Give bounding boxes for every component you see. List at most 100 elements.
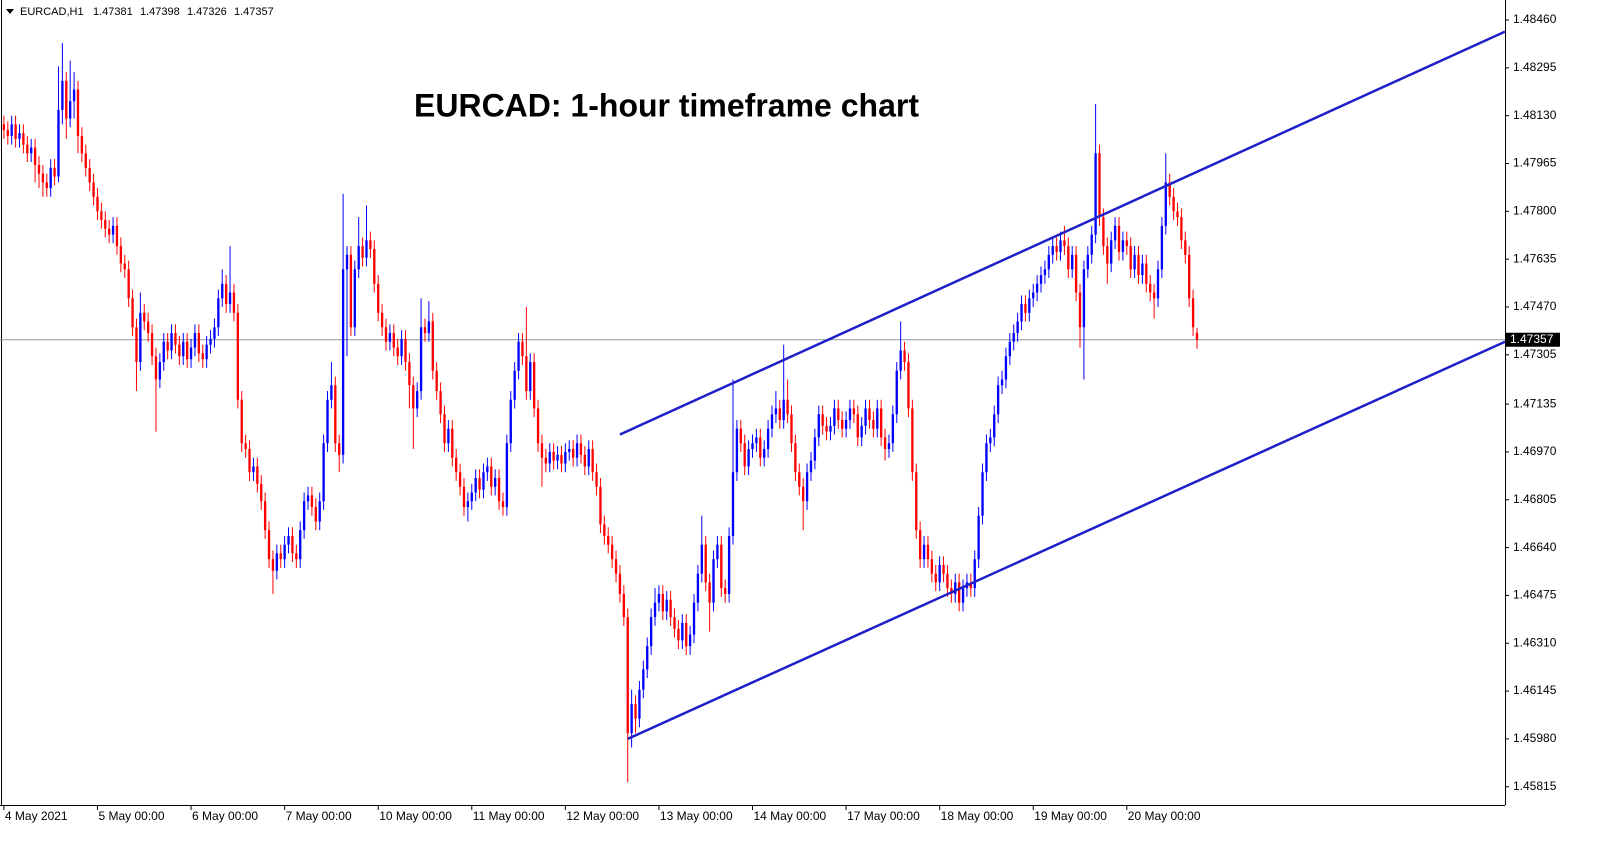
candle-body	[1047, 254, 1050, 270]
candle-body	[712, 559, 715, 603]
candle-body	[1067, 246, 1070, 270]
candle-body	[334, 385, 337, 444]
candle-body	[864, 408, 867, 426]
candle-body	[482, 472, 485, 490]
candle-body	[139, 312, 142, 363]
candle-body	[232, 292, 236, 313]
candle-body	[111, 225, 115, 235]
candle-body	[65, 80, 68, 119]
candle-body	[1152, 292, 1156, 299]
candle-body	[88, 167, 91, 183]
candle-body	[326, 399, 329, 444]
candle-body	[700, 544, 703, 574]
candle-body	[770, 414, 774, 429]
candle-body	[957, 582, 961, 603]
candle-body	[513, 370, 516, 400]
candle-body	[1110, 240, 1113, 264]
candle-body	[587, 449, 590, 467]
candle-body	[560, 454, 563, 464]
candle-body	[649, 617, 653, 647]
x-tick-label: 6 May 00:00	[192, 809, 258, 823]
candle-body	[318, 501, 321, 522]
candle-body	[1059, 240, 1062, 252]
candle-body	[907, 362, 910, 409]
candle-body	[903, 350, 906, 363]
y-tick-label: 1.45815	[1513, 779, 1557, 793]
candle-body	[84, 153, 87, 168]
candle-body	[49, 167, 52, 189]
candle-body	[154, 356, 158, 380]
candle-body	[618, 573, 622, 594]
candle-body	[607, 535, 610, 545]
candle-body	[447, 428, 450, 444]
candle-body	[408, 362, 411, 386]
candle-body	[766, 428, 770, 450]
candle-body	[416, 391, 419, 409]
candle-body	[287, 535, 290, 545]
candle-body	[166, 341, 169, 351]
candle-body	[977, 515, 980, 560]
candle-body	[1098, 153, 1101, 218]
candle-body	[1086, 254, 1089, 270]
candle-body	[1032, 292, 1035, 299]
candle-body	[552, 451, 555, 461]
x-tick-label: 5 May 00:00	[98, 809, 164, 823]
candle-body	[993, 414, 996, 438]
candle-body	[228, 292, 232, 305]
candle-body	[751, 443, 754, 450]
candle-body	[1039, 275, 1043, 284]
candle-body	[380, 312, 384, 328]
y-tick-label: 1.46145	[1513, 683, 1557, 697]
candle-body	[934, 573, 937, 583]
candle-body	[341, 269, 345, 455]
symbol: EURCAD,H1	[20, 6, 84, 18]
candle-body	[989, 437, 992, 444]
candle-body	[1078, 292, 1082, 328]
candle-body	[236, 312, 240, 400]
candle-body	[1184, 240, 1187, 255]
menu-arrow[interactable]	[6, 9, 14, 14]
candle-body	[213, 327, 216, 339]
candle-body	[809, 460, 813, 473]
candle-body	[673, 617, 676, 629]
candle-body	[548, 451, 551, 464]
low-value: 1.47326	[187, 6, 227, 18]
candle-body	[1106, 246, 1109, 264]
candle-body	[564, 451, 567, 464]
candle-body	[435, 370, 438, 392]
candle-body	[33, 147, 37, 165]
candle-body	[774, 408, 778, 415]
candle-body	[1094, 153, 1097, 235]
candle-body	[108, 228, 111, 235]
candle-body	[283, 544, 286, 560]
candle-body	[509, 399, 512, 444]
candle-body	[53, 167, 56, 177]
chart-title: EURCAD: 1-hour timeframe chart	[414, 87, 919, 123]
candle-body	[872, 420, 875, 429]
candle-body	[743, 443, 746, 467]
y-tick-label: 1.46310	[1513, 635, 1557, 649]
x-tick-label: 7 May 00:00	[286, 809, 352, 823]
candle-body	[361, 246, 364, 258]
y-tick-label: 1.47800	[1513, 203, 1557, 217]
trendline	[627, 340, 1506, 741]
candle-body	[2, 124, 6, 131]
candle-body	[1020, 304, 1023, 322]
candle-body	[1004, 356, 1008, 380]
candle-body	[505, 443, 509, 508]
x-tick-label: 14 May 00:00	[754, 809, 827, 823]
candle-body	[143, 312, 146, 322]
candle-body	[244, 443, 247, 450]
trendline	[619, 30, 1506, 436]
candle-body	[556, 454, 559, 461]
y-tick-label: 1.47470	[1513, 299, 1557, 313]
candle-body	[1090, 234, 1093, 255]
candle-body	[400, 338, 403, 357]
candle-body	[455, 457, 458, 473]
y-tick-label: 1.46805	[1513, 492, 1557, 506]
candle-body	[1188, 254, 1191, 299]
candle-body	[123, 263, 126, 270]
candle-body	[844, 420, 848, 429]
candle-body	[918, 530, 922, 560]
candle-body	[961, 588, 965, 603]
